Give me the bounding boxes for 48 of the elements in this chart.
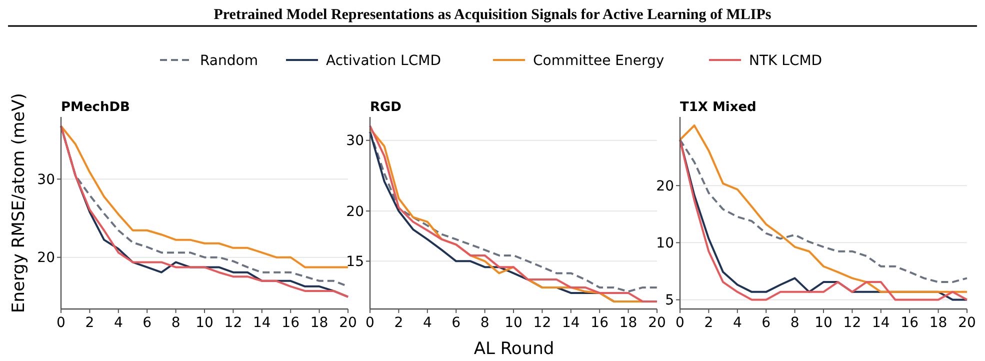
x-tick-label: 16 xyxy=(590,315,609,331)
legend-label: Random xyxy=(200,52,258,69)
y-axis-title: Energy RMSE/atom (meV) xyxy=(9,92,29,314)
x-tick-label: 8 xyxy=(480,315,490,331)
y-tick-label: 5 xyxy=(665,292,674,309)
x-tick-label: 0 xyxy=(56,315,66,331)
y-tick-label: 20 xyxy=(346,204,364,220)
x-tick-label: 14 xyxy=(562,315,580,331)
chart-title: RGD xyxy=(370,100,402,115)
chart-title: PMechDB xyxy=(61,100,130,115)
x-tick-label: 6 xyxy=(762,315,771,331)
x-tick-label: 14 xyxy=(872,315,890,331)
x-tick-label: 18 xyxy=(310,315,328,331)
x-tick-label: 10 xyxy=(814,315,832,331)
x-tick-label: 10 xyxy=(504,315,522,331)
y-tick-label: 30 xyxy=(37,172,55,188)
x-tick-label: 20 xyxy=(958,315,976,331)
x-tick-label: 0 xyxy=(366,315,374,331)
x-tick-label: 18 xyxy=(619,315,638,331)
x-tick-label: 16 xyxy=(282,315,300,331)
x-tick-label: 2 xyxy=(85,315,94,331)
x-tick-label: 4 xyxy=(422,315,432,331)
legend-label: Committee Energy xyxy=(533,52,664,69)
x-tick-label: 0 xyxy=(676,315,684,331)
y-tick-label: 10 xyxy=(656,236,674,252)
x-axis-title: AL Round xyxy=(474,339,554,359)
text: Pretrained Model Representations as Acquisition Signals for Active Learning of MLIPs xyxy=(214,7,772,23)
x-tick-label: 8 xyxy=(790,315,800,331)
x-tick-label: 12 xyxy=(533,315,552,331)
x-tick-label: 4 xyxy=(114,315,123,331)
chart-title: T1X Mixed xyxy=(680,100,756,115)
legend-label: Activation LCMD xyxy=(326,52,441,69)
x-tick-label: 14 xyxy=(252,315,271,331)
x-tick-label: 4 xyxy=(732,315,742,331)
x-tick-label: 6 xyxy=(142,315,152,331)
x-tick-label: 8 xyxy=(171,315,180,331)
x-tick-label: 12 xyxy=(843,315,862,331)
x-tick-label: 18 xyxy=(929,315,948,331)
legend-label: NTK LCMD xyxy=(749,52,822,69)
x-tick-label: 16 xyxy=(900,315,919,331)
x-tick-label: 2 xyxy=(704,315,714,331)
x-tick-label: 6 xyxy=(452,315,461,331)
x-tick-label: 10 xyxy=(196,315,214,331)
y-tick-label: 20 xyxy=(656,178,674,194)
y-tick-label: 30 xyxy=(346,133,364,150)
x-tick-label: 12 xyxy=(224,315,242,331)
y-tick-label: 15 xyxy=(346,254,364,270)
x-tick-label: 2 xyxy=(394,315,404,331)
